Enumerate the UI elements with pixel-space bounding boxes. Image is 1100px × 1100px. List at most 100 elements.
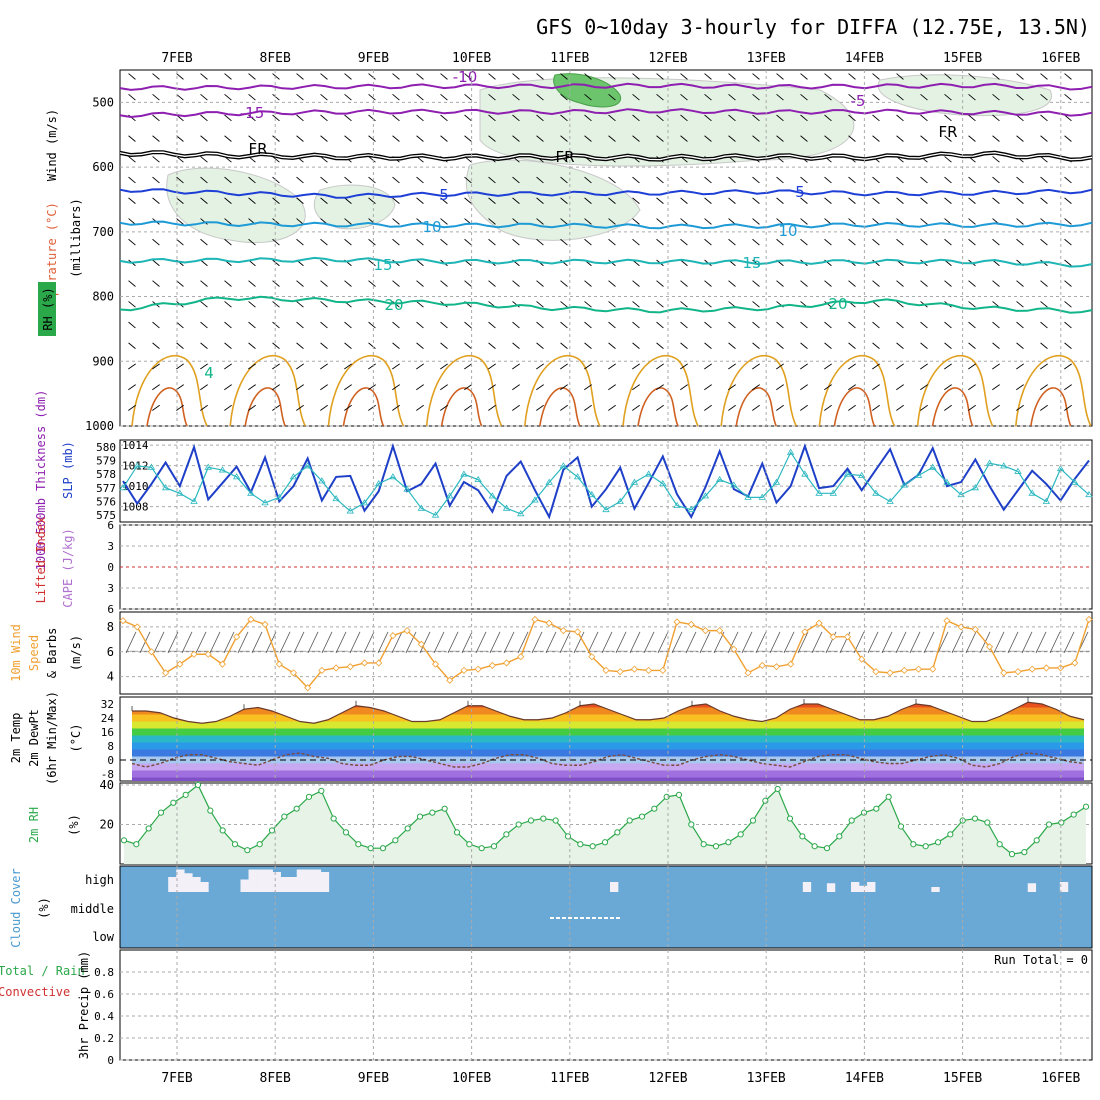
- wind-barb: [968, 384, 976, 391]
- wind-barb: [752, 135, 760, 142]
- rh2m-point: [404, 825, 411, 832]
- isotherm-label: 15: [742, 254, 761, 272]
- ylabel-2m-dewpt: 2m DewPt: [27, 709, 41, 767]
- thickness-point: [1071, 478, 1079, 485]
- wind-barb: [152, 73, 160, 80]
- isotherm-label: 4: [204, 364, 214, 382]
- wind-barb: [392, 384, 400, 391]
- wind10-speed-point: [446, 676, 454, 684]
- rh2m-point: [1058, 819, 1065, 826]
- wind-barb: [344, 197, 352, 204]
- thickness-point: [545, 478, 553, 485]
- wind-barb: [272, 384, 280, 391]
- wind10m-panel: 4 6 8: [107, 611, 1093, 695]
- wind10-speed-point: [858, 655, 866, 663]
- wind-barb: [848, 114, 856, 122]
- thickness-point: [559, 462, 568, 469]
- wind-barb: [152, 93, 160, 101]
- wind-barb: [1016, 342, 1024, 349]
- wind-barb: [1040, 238, 1048, 246]
- lifted-index-tick-label: 3: [107, 582, 114, 595]
- cloud-high-bar: [1059, 882, 1069, 892]
- wind10-barb: [153, 631, 165, 654]
- wind10-barb: [545, 631, 557, 654]
- wind-barb: [968, 176, 976, 184]
- wind-barb: [920, 321, 928, 329]
- thickness-point: [985, 459, 994, 466]
- rh2m-point: [342, 829, 350, 836]
- wind-barb: [752, 384, 760, 391]
- wind-barb: [440, 363, 448, 370]
- wind-barb: [200, 280, 208, 287]
- rh2m-point: [700, 841, 707, 848]
- wind-barb: [992, 114, 1000, 122]
- wind-barb: [944, 114, 952, 122]
- wind-barb: [176, 156, 184, 163]
- rh2m-point: [626, 817, 633, 824]
- wind-barb: [824, 135, 832, 142]
- wind10-barb: [615, 631, 627, 654]
- wind-barb: [752, 218, 760, 225]
- lifted-index-tick-label: 6: [107, 603, 114, 616]
- wind-barb: [728, 321, 736, 329]
- wind-barb: [296, 363, 304, 370]
- wind10-barb: [895, 631, 907, 654]
- wind-barb: [656, 73, 664, 80]
- wind-barb: [752, 197, 760, 204]
- wind-barb: [896, 384, 904, 391]
- cloud-high-bar: [192, 877, 201, 892]
- wind10-speed-point: [602, 666, 610, 674]
- wind-barb: [152, 384, 160, 391]
- pressure-tick-label: 700: [92, 225, 114, 239]
- cloud-high-bar: [280, 877, 289, 892]
- wind10-barb: [797, 631, 809, 654]
- wind-barb: [992, 93, 1000, 101]
- wind-barb: [560, 363, 568, 370]
- wind-barb: [224, 238, 232, 246]
- wind-barb: [1064, 197, 1072, 204]
- wind10-speed-point: [886, 669, 894, 677]
- wind10-speed-point: [929, 665, 937, 673]
- warm-isotherm-cell: [327, 354, 405, 427]
- pressure-tick-label: 500: [92, 95, 114, 109]
- wind-barb: [1040, 342, 1048, 349]
- precip-tick-label: 0.4: [94, 1010, 114, 1023]
- wind-barb: [752, 363, 760, 370]
- thickness-point: [332, 494, 340, 502]
- wind-barb: [824, 73, 832, 80]
- pressure-tick-label: 600: [92, 160, 114, 174]
- wind-barb: [416, 301, 424, 308]
- wind-barb: [752, 73, 760, 80]
- wind10-speed-point: [360, 659, 369, 667]
- wind-barb: [584, 135, 592, 142]
- wind10-barb: [881, 631, 893, 654]
- wind-barb: [1016, 384, 1024, 391]
- wind-barb: [968, 404, 976, 411]
- thickness-tick-label: 578: [96, 468, 116, 481]
- wind-barb: [1016, 93, 1024, 101]
- temp-band: [132, 763, 1084, 771]
- wind-barb: [1064, 238, 1072, 246]
- wind-barb: [704, 73, 712, 80]
- wind-barb: [680, 114, 688, 122]
- wind-barb: [320, 135, 328, 142]
- rh-shaded-region: [877, 74, 1052, 117]
- top-date-label: 7FEB: [161, 51, 192, 66]
- wind-barb: [224, 218, 232, 225]
- wind10-barb: [783, 631, 795, 654]
- wind-barb: [824, 384, 832, 391]
- thickness-point: [971, 484, 980, 491]
- wind-barb: [296, 384, 304, 391]
- wind-barb: [488, 218, 496, 225]
- wind10-barb: [923, 631, 935, 654]
- wind-barb: [488, 238, 496, 246]
- wind-barb: [368, 238, 376, 246]
- wind-barb: [728, 363, 736, 370]
- rh2m-point: [922, 843, 929, 850]
- cloud-high-bar: [826, 883, 836, 892]
- wind-barb: [272, 218, 280, 225]
- wind-barb: [776, 93, 784, 101]
- wind-barb: [536, 218, 544, 225]
- thickness-point: [772, 478, 781, 485]
- rh2m-point: [1070, 811, 1077, 818]
